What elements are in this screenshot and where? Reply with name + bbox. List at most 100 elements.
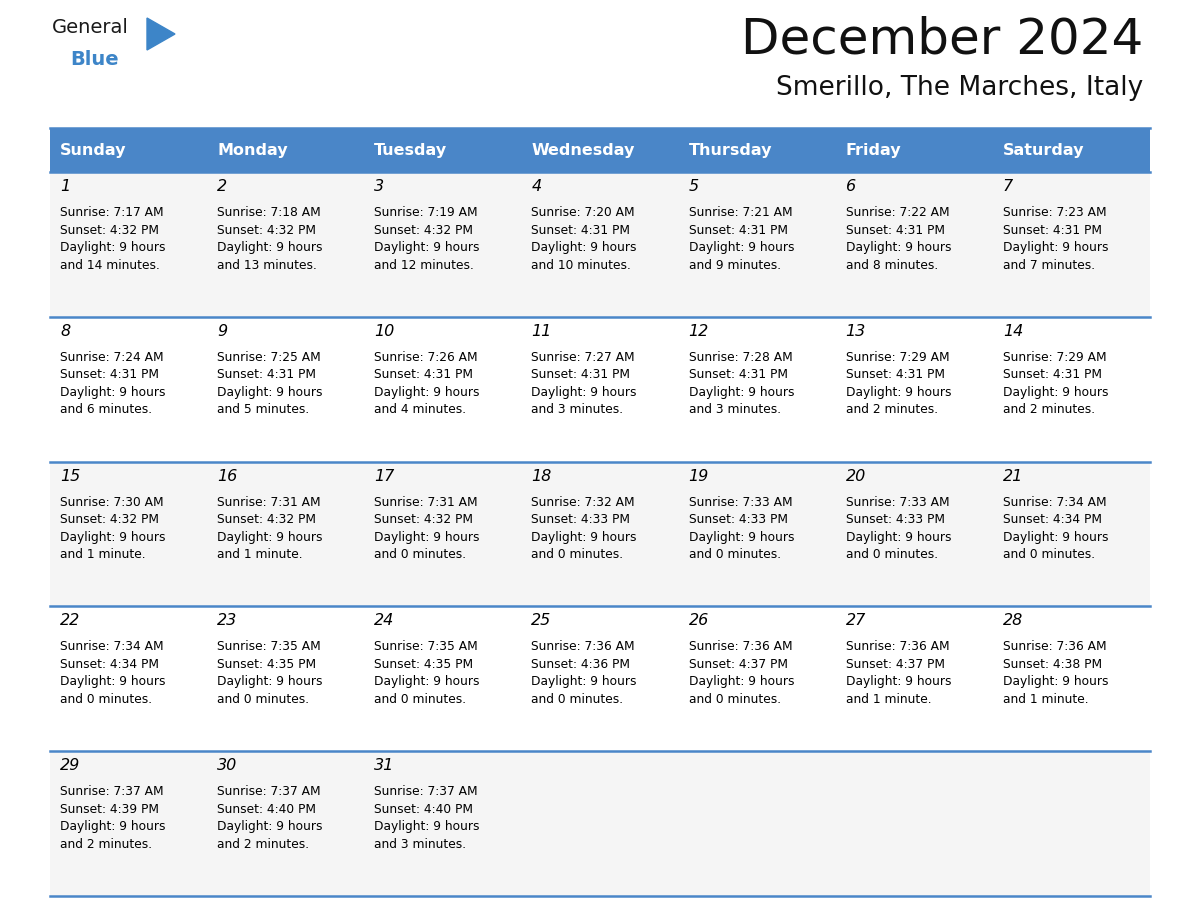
- Text: Sunset: 4:32 PM: Sunset: 4:32 PM: [217, 223, 316, 237]
- Text: and 8 minutes.: and 8 minutes.: [846, 259, 939, 272]
- Text: Daylight: 9 hours: Daylight: 9 hours: [374, 531, 480, 543]
- Text: Sunrise: 7:18 AM: Sunrise: 7:18 AM: [217, 206, 321, 219]
- Text: and 1 minute.: and 1 minute.: [217, 548, 303, 561]
- Text: Sunrise: 7:36 AM: Sunrise: 7:36 AM: [1003, 641, 1106, 654]
- Text: 17: 17: [374, 468, 394, 484]
- Text: Sunrise: 7:36 AM: Sunrise: 7:36 AM: [846, 641, 949, 654]
- Text: Sunrise: 7:20 AM: Sunrise: 7:20 AM: [531, 206, 636, 219]
- Bar: [993, 462, 1150, 607]
- Text: Sunset: 4:38 PM: Sunset: 4:38 PM: [1003, 658, 1102, 671]
- Text: and 3 minutes.: and 3 minutes.: [689, 403, 781, 416]
- Text: Sunrise: 7:35 AM: Sunrise: 7:35 AM: [217, 641, 321, 654]
- Bar: [522, 462, 678, 607]
- Text: 9: 9: [217, 324, 227, 339]
- Text: Daylight: 9 hours: Daylight: 9 hours: [374, 676, 480, 688]
- Text: Sunrise: 7:37 AM: Sunrise: 7:37 AM: [374, 785, 478, 798]
- Bar: [835, 751, 993, 896]
- Text: 24: 24: [374, 613, 394, 629]
- Bar: [678, 172, 835, 317]
- Text: and 0 minutes.: and 0 minutes.: [61, 693, 152, 706]
- Text: December 2024: December 2024: [741, 15, 1143, 63]
- Bar: [50, 462, 207, 607]
- Text: and 2 minutes.: and 2 minutes.: [217, 838, 309, 851]
- Text: 1: 1: [61, 179, 70, 194]
- Text: Daylight: 9 hours: Daylight: 9 hours: [689, 676, 794, 688]
- Text: Sunrise: 7:34 AM: Sunrise: 7:34 AM: [1003, 496, 1106, 509]
- Polygon shape: [147, 18, 175, 50]
- Bar: [207, 607, 365, 751]
- Text: and 0 minutes.: and 0 minutes.: [531, 693, 624, 706]
- Text: Sunrise: 7:37 AM: Sunrise: 7:37 AM: [61, 785, 164, 798]
- Bar: [365, 607, 522, 751]
- Text: Sunset: 4:31 PM: Sunset: 4:31 PM: [217, 368, 316, 381]
- Text: Daylight: 9 hours: Daylight: 9 hours: [61, 241, 165, 254]
- Text: and 3 minutes.: and 3 minutes.: [374, 838, 467, 851]
- Text: Daylight: 9 hours: Daylight: 9 hours: [689, 531, 794, 543]
- Text: and 1 minute.: and 1 minute.: [61, 548, 146, 561]
- Text: Sunset: 4:31 PM: Sunset: 4:31 PM: [531, 223, 631, 237]
- Bar: [522, 317, 678, 462]
- Bar: [50, 172, 207, 317]
- Text: Daylight: 9 hours: Daylight: 9 hours: [689, 241, 794, 254]
- Text: Daylight: 9 hours: Daylight: 9 hours: [374, 241, 480, 254]
- Bar: [522, 607, 678, 751]
- Text: 25: 25: [531, 613, 551, 629]
- Text: and 14 minutes.: and 14 minutes.: [61, 259, 160, 272]
- Text: 19: 19: [689, 468, 709, 484]
- Text: Sunrise: 7:27 AM: Sunrise: 7:27 AM: [531, 351, 636, 364]
- Text: Sunrise: 7:36 AM: Sunrise: 7:36 AM: [689, 641, 792, 654]
- Text: Sunset: 4:31 PM: Sunset: 4:31 PM: [374, 368, 473, 381]
- Text: Sunrise: 7:33 AM: Sunrise: 7:33 AM: [689, 496, 792, 509]
- Text: Daylight: 9 hours: Daylight: 9 hours: [1003, 241, 1108, 254]
- Text: Daylight: 9 hours: Daylight: 9 hours: [1003, 386, 1108, 398]
- Text: 2: 2: [217, 179, 227, 194]
- Text: Sunrise: 7:28 AM: Sunrise: 7:28 AM: [689, 351, 792, 364]
- Bar: [678, 317, 835, 462]
- Bar: [207, 462, 365, 607]
- Bar: [835, 128, 993, 172]
- Text: 30: 30: [217, 758, 238, 773]
- Text: Sunset: 4:40 PM: Sunset: 4:40 PM: [217, 802, 316, 816]
- Text: Daylight: 9 hours: Daylight: 9 hours: [61, 676, 165, 688]
- Text: Sunset: 4:31 PM: Sunset: 4:31 PM: [689, 368, 788, 381]
- Text: Daylight: 9 hours: Daylight: 9 hours: [846, 676, 952, 688]
- Bar: [678, 751, 835, 896]
- Text: Daylight: 9 hours: Daylight: 9 hours: [61, 386, 165, 398]
- Text: Daylight: 9 hours: Daylight: 9 hours: [1003, 531, 1108, 543]
- Text: Sunday: Sunday: [61, 142, 126, 158]
- Text: Sunset: 4:32 PM: Sunset: 4:32 PM: [61, 223, 159, 237]
- Text: 29: 29: [61, 758, 81, 773]
- Text: Daylight: 9 hours: Daylight: 9 hours: [531, 676, 637, 688]
- Text: and 1 minute.: and 1 minute.: [1003, 693, 1088, 706]
- Text: Sunset: 4:31 PM: Sunset: 4:31 PM: [61, 368, 159, 381]
- Text: 20: 20: [846, 468, 866, 484]
- Text: Friday: Friday: [846, 142, 902, 158]
- Text: Daylight: 9 hours: Daylight: 9 hours: [61, 531, 165, 543]
- Bar: [50, 751, 207, 896]
- Text: and 0 minutes.: and 0 minutes.: [374, 693, 467, 706]
- Text: Sunset: 4:35 PM: Sunset: 4:35 PM: [374, 658, 473, 671]
- Bar: [522, 172, 678, 317]
- Text: 18: 18: [531, 468, 551, 484]
- Text: 14: 14: [1003, 324, 1023, 339]
- Text: 8: 8: [61, 324, 70, 339]
- Text: Sunset: 4:31 PM: Sunset: 4:31 PM: [1003, 223, 1101, 237]
- Text: Tuesday: Tuesday: [374, 142, 448, 158]
- Bar: [365, 172, 522, 317]
- Text: Sunrise: 7:25 AM: Sunrise: 7:25 AM: [217, 351, 321, 364]
- Text: Sunrise: 7:33 AM: Sunrise: 7:33 AM: [846, 496, 949, 509]
- Text: Sunrise: 7:29 AM: Sunrise: 7:29 AM: [846, 351, 949, 364]
- Bar: [365, 751, 522, 896]
- Text: Daylight: 9 hours: Daylight: 9 hours: [374, 386, 480, 398]
- Bar: [678, 128, 835, 172]
- Text: 6: 6: [846, 179, 855, 194]
- Bar: [365, 462, 522, 607]
- Text: Daylight: 9 hours: Daylight: 9 hours: [61, 820, 165, 834]
- Text: Daylight: 9 hours: Daylight: 9 hours: [846, 386, 952, 398]
- Text: 12: 12: [689, 324, 709, 339]
- Bar: [835, 317, 993, 462]
- Text: Sunrise: 7:26 AM: Sunrise: 7:26 AM: [374, 351, 478, 364]
- Text: Sunrise: 7:37 AM: Sunrise: 7:37 AM: [217, 785, 321, 798]
- Text: 15: 15: [61, 468, 81, 484]
- Bar: [207, 751, 365, 896]
